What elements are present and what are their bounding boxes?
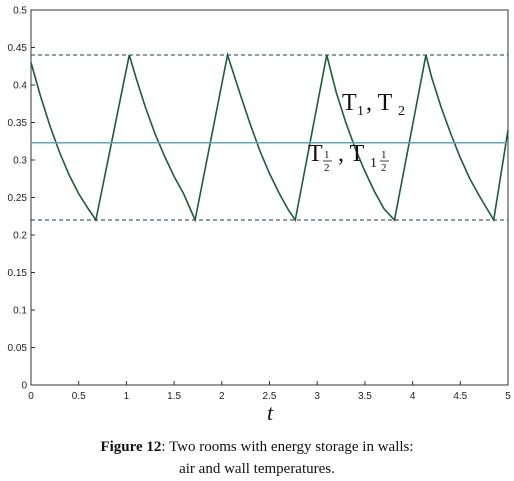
svg-text:T: T: [342, 90, 357, 116]
caption-line2: air and wall temperatures.: [179, 461, 335, 477]
y-tick-label: 0.05: [8, 343, 28, 354]
svg-text:2: 2: [324, 162, 330, 174]
plot-frame: [30, 9, 509, 386]
x-tick-label: 2: [219, 391, 225, 402]
svg-text:1: 1: [370, 156, 377, 171]
series-layer: [30, 51, 509, 223]
x-tick-label: 0: [28, 391, 34, 402]
x-tick-label: 5: [505, 391, 511, 402]
y-tick-label: 0.3: [13, 156, 27, 167]
x-tick-label: 4: [410, 391, 416, 402]
line-chart: 0 0.5 1 1.5 2 2.5 3 3.5 4 4.5 5 0 0.05 0.1 0.15 0.2 0.25…: [8, 6, 512, 426]
annotation-t-half: T 1 2 , T 1 1 2: [308, 141, 389, 174]
x-tick-label: 4.5: [453, 391, 467, 402]
figure-caption-line2: air and wall temperatures.: [0, 459, 514, 479]
svg-text:T: T: [308, 141, 323, 167]
svg-text:2: 2: [398, 104, 405, 119]
svg-text:1: 1: [357, 104, 364, 119]
caption-line1: : Two rooms with energy storage in walls…: [161, 439, 414, 455]
x-tick-label: 0.5: [72, 391, 86, 402]
y-tick-label: 0.25: [8, 193, 28, 204]
x-tick-label: 1.5: [167, 391, 181, 402]
x-tick-label: 3.5: [358, 391, 372, 402]
svg-text:, T: , T: [338, 141, 365, 167]
y-tick-label: 0: [21, 381, 27, 392]
x-tick-label: 1: [124, 391, 130, 402]
y-tick-label: 0.15: [8, 268, 28, 279]
svg-text:2: 2: [381, 162, 387, 174]
y-tick-label: 0.1: [13, 306, 27, 317]
x-tick-label: 3: [314, 391, 320, 402]
y-tick-label: 0.4: [13, 81, 27, 92]
y-tick-label: 0.5: [13, 6, 27, 17]
series-line-t1-t2: [30, 51, 509, 223]
svg-text:1: 1: [381, 149, 387, 161]
y-tick-label: 0.2: [13, 231, 27, 242]
svg-text:1: 1: [324, 149, 330, 161]
y-tick-label: 0.45: [8, 43, 28, 54]
caption-label: Figure 12: [100, 439, 162, 455]
x-axis-label: t: [267, 400, 274, 425]
x-tick-label: 2.5: [263, 391, 277, 402]
annotation-t1-t2: T 1 , T 2: [342, 90, 405, 119]
axis-ticks: 0 0.5 1 1.5 2 2.5 3 3.5 4 4.5 5 0 0.05 0.1 0.15 0.2 0.25…: [8, 6, 512, 403]
y-tick-label: 0.35: [8, 118, 28, 129]
figure-caption: Figure 12: Two rooms with energy storage…: [0, 437, 514, 457]
svg-text:, T: , T: [366, 90, 393, 116]
